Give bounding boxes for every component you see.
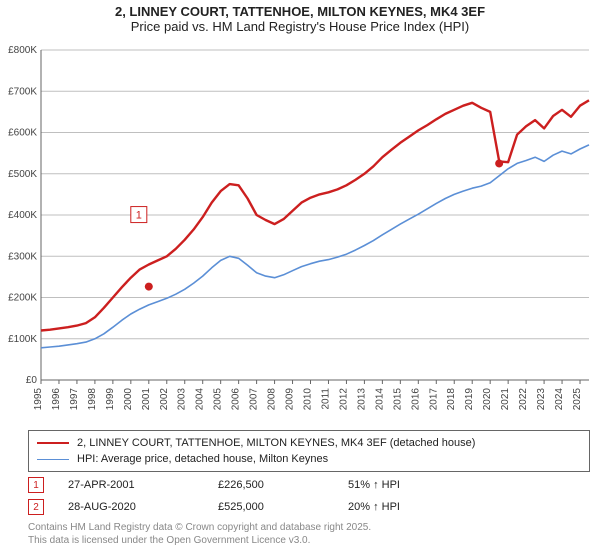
legend-swatch-1 (37, 459, 69, 460)
svg-text:2023: 2023 (536, 388, 547, 411)
chart: £0 £100K £200K £300K £400K £500K £600K £700K £80… (5, 42, 595, 422)
svg-text:2001: 2001 (141, 388, 152, 411)
annotation-date-1: 28-AUG-2020 (68, 501, 218, 513)
svg-text:1996: 1996 (51, 388, 62, 411)
legend-label-1: HPI: Average price, detached house, Milt… (77, 453, 328, 465)
svg-text:2004: 2004 (195, 388, 206, 411)
annotation-date-0: 27-APR-2001 (68, 479, 218, 491)
svg-text:£600K: £600K (8, 128, 37, 139)
svg-text:2002: 2002 (159, 388, 170, 411)
svg-text:£800K: £800K (8, 45, 37, 56)
title-line-1: 2, LINNEY COURT, TATTENHOE, MILTON KEYNE… (0, 4, 600, 19)
svg-text:2013: 2013 (356, 388, 367, 411)
svg-text:1: 1 (136, 210, 142, 222)
svg-text:2003: 2003 (177, 388, 188, 411)
annotation-row-1: 2 28-AUG-2020 £525,000 20% ↑ HPI (28, 496, 448, 518)
svg-text:2021: 2021 (500, 388, 511, 411)
svg-text:2019: 2019 (464, 388, 475, 411)
chart-svg: £0 £100K £200K £300K £400K £500K £600K £700K £80… (5, 42, 595, 422)
annotation-num-1: 2 (33, 502, 39, 513)
svg-text:2015: 2015 (392, 388, 403, 411)
annotation-table: 1 27-APR-2001 £226,500 51% ↑ HPI 2 28-AU… (28, 474, 448, 518)
svg-text:2006: 2006 (231, 388, 242, 411)
svg-text:2024: 2024 (554, 388, 565, 411)
svg-text:2007: 2007 (249, 388, 260, 411)
svg-text:1998: 1998 (87, 388, 98, 411)
legend: 2, LINNEY COURT, TATTENHOE, MILTON KEYNE… (28, 430, 590, 472)
title-block: 2, LINNEY COURT, TATTENHOE, MILTON KEYNE… (0, 0, 600, 34)
svg-text:£0: £0 (26, 375, 38, 386)
svg-text:2010: 2010 (303, 388, 314, 411)
legend-label-0: 2, LINNEY COURT, TATTENHOE, MILTON KEYNE… (77, 437, 475, 449)
annotation-price-0: £226,500 (218, 479, 348, 491)
annotation-hpi-0: 51% ↑ HPI (348, 479, 448, 491)
footer: Contains HM Land Registry data © Crown c… (28, 522, 371, 547)
svg-text:2009: 2009 (285, 388, 296, 411)
svg-text:1995: 1995 (33, 388, 44, 411)
footer-line-1: Contains HM Land Registry data © Crown c… (28, 522, 371, 535)
svg-text:1997: 1997 (69, 388, 80, 411)
svg-text:2025: 2025 (572, 388, 583, 411)
annotation-marker-1: 2 (28, 499, 44, 515)
svg-text:2018: 2018 (446, 388, 457, 411)
svg-text:2014: 2014 (374, 388, 385, 411)
svg-text:2012: 2012 (338, 388, 349, 411)
svg-text:£500K: £500K (8, 169, 37, 180)
svg-text:2017: 2017 (428, 388, 439, 411)
annotation-marker-0: 1 (28, 477, 44, 493)
svg-text:£200K: £200K (8, 293, 37, 304)
annotation-price-1: £525,000 (218, 501, 348, 513)
annotation-hpi-1: 20% ↑ HPI (348, 501, 448, 513)
annotation-num-0: 1 (33, 480, 39, 491)
svg-text:2020: 2020 (482, 388, 493, 411)
annotation-row-0: 1 27-APR-2001 £226,500 51% ↑ HPI (28, 474, 448, 496)
svg-text:2005: 2005 (213, 388, 224, 411)
legend-swatch-0 (37, 442, 69, 444)
svg-text:2022: 2022 (518, 388, 529, 411)
svg-text:2016: 2016 (410, 388, 421, 411)
svg-text:£100K: £100K (8, 334, 37, 345)
svg-text:2008: 2008 (267, 388, 278, 411)
title-line-2: Price paid vs. HM Land Registry's House … (0, 19, 600, 34)
svg-text:£300K: £300K (8, 251, 37, 262)
svg-text:1999: 1999 (105, 388, 116, 411)
svg-text:2011: 2011 (320, 388, 331, 410)
footer-line-2: This data is licensed under the Open Gov… (28, 535, 371, 548)
legend-row-0: 2, LINNEY COURT, TATTENHOE, MILTON KEYNE… (37, 435, 581, 451)
svg-text:£400K: £400K (8, 210, 37, 221)
legend-row-1: HPI: Average price, detached house, Milt… (37, 451, 581, 467)
svg-text:£700K: £700K (8, 86, 37, 97)
svg-text:2000: 2000 (123, 388, 134, 411)
root: 2, LINNEY COURT, TATTENHOE, MILTON KEYNE… (0, 0, 600, 560)
